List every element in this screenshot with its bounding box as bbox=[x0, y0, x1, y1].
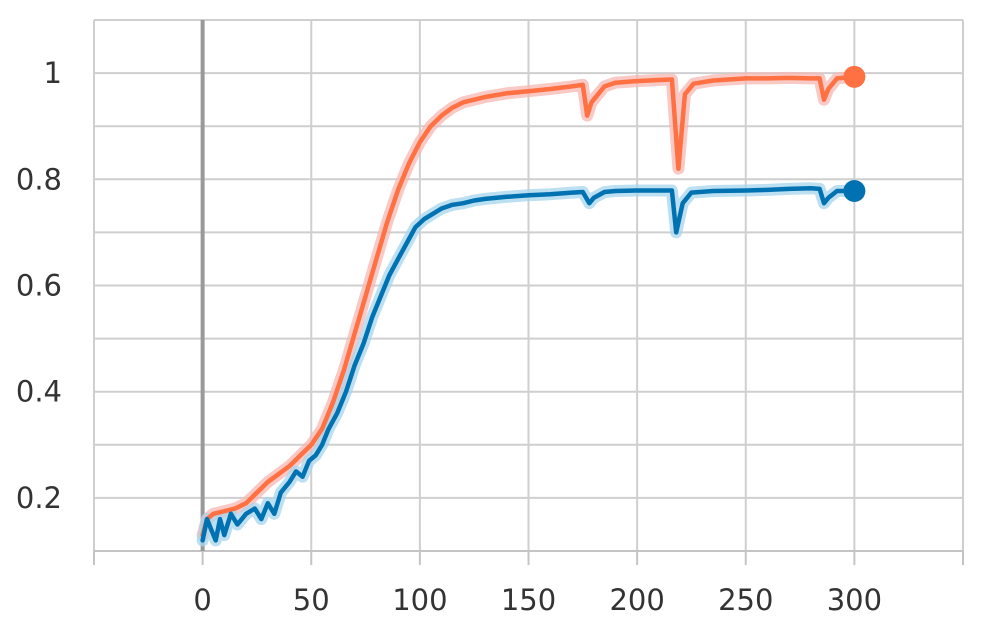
y-tick-label: 0.4 bbox=[16, 375, 62, 409]
series-2-end-marker bbox=[843, 179, 866, 202]
series-end-markers bbox=[843, 65, 866, 202]
grid bbox=[93, 19, 964, 552]
y-tick-label: 0.2 bbox=[16, 481, 62, 515]
series-1-line bbox=[200, 74, 857, 538]
series-lines bbox=[200, 74, 857, 543]
x-tick-label: 250 bbox=[718, 583, 773, 617]
x-tick-label: 300 bbox=[827, 583, 882, 617]
x-tick-label: 100 bbox=[392, 583, 447, 617]
series-1-end-marker bbox=[843, 65, 866, 88]
x-tick-label: 200 bbox=[609, 583, 664, 617]
x-tick-label: 150 bbox=[501, 583, 556, 617]
y-tick-label: 0.8 bbox=[16, 162, 62, 196]
x-tick-label: 0 bbox=[193, 583, 211, 617]
y-tick-label: 0.6 bbox=[16, 269, 62, 303]
series-2-line bbox=[200, 186, 857, 543]
y-tick-label: 1 bbox=[44, 56, 62, 90]
axes bbox=[93, 20, 964, 565]
tick-labels: 0 50 100 150 200 250 300 0.2 0.4 0.6 0.8 1 bbox=[16, 56, 882, 617]
x-tick-label: 50 bbox=[293, 583, 330, 617]
